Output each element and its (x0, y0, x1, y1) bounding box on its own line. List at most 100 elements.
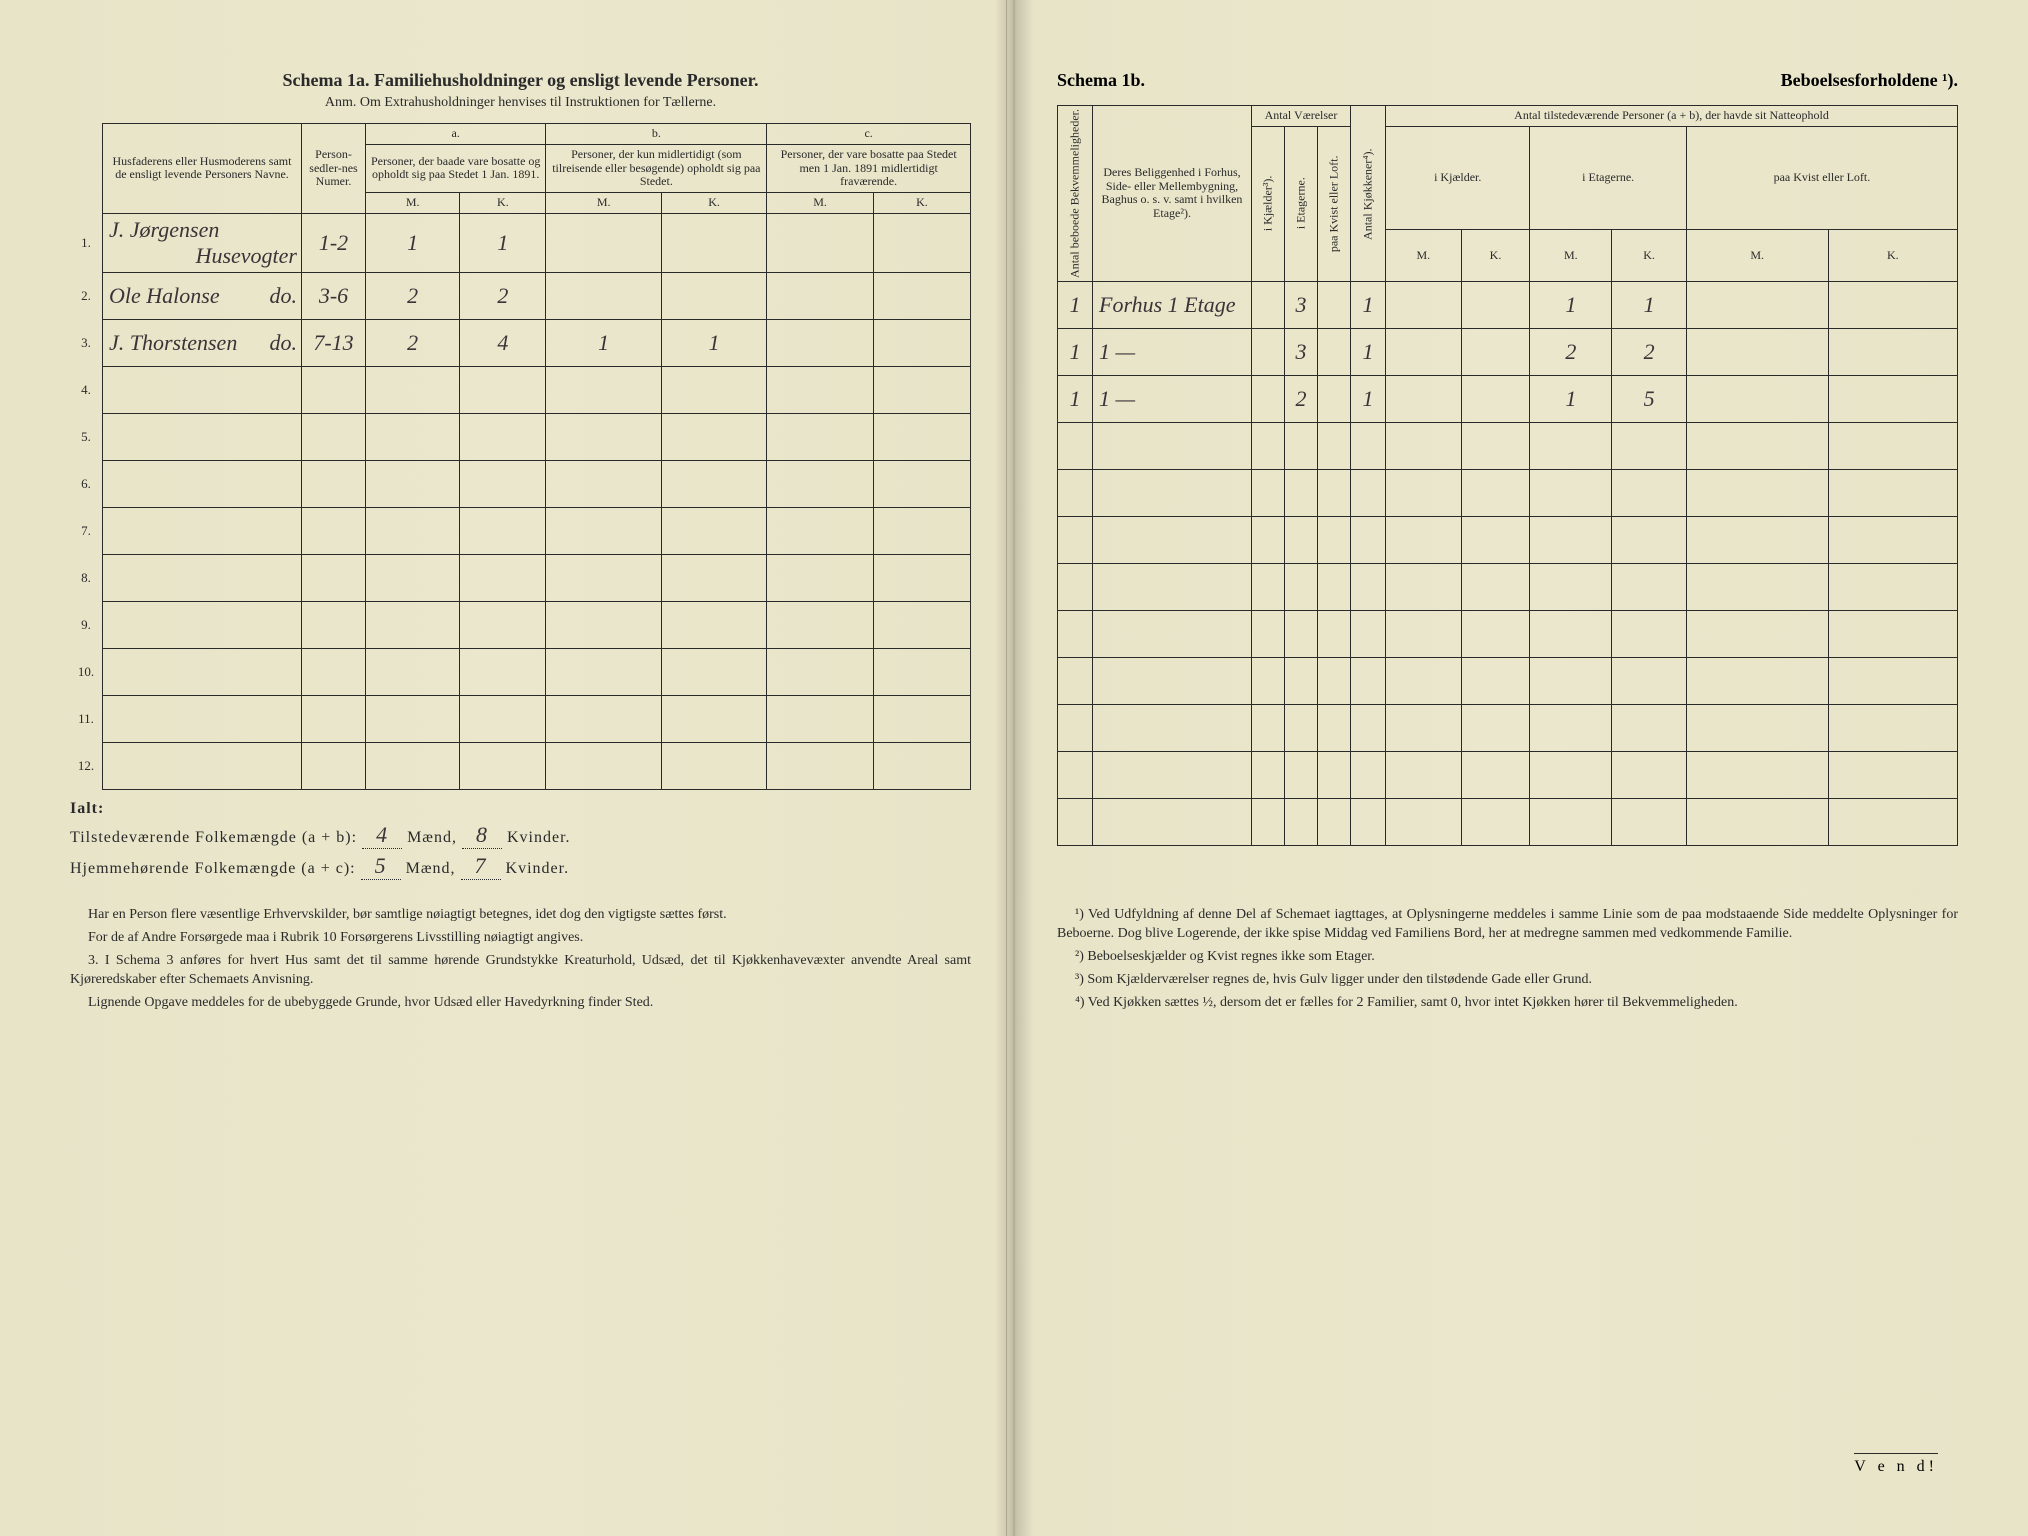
cell-ak: 1 (460, 213, 546, 272)
cell-bk (661, 554, 766, 601)
row-number: 6. (70, 460, 103, 507)
cell-pm (1686, 798, 1828, 845)
footnote-line: 3. I Schema 3 anføres for hvert Hus samt… (70, 952, 971, 990)
cell-cm (767, 460, 874, 507)
cell-kjokken (1351, 563, 1386, 610)
col-a-label: a. (366, 124, 546, 145)
row-number: 4. (70, 366, 103, 413)
col-ak: K. (460, 193, 546, 214)
cell-etage (1285, 516, 1318, 563)
cell-kk (1461, 328, 1530, 375)
cell-ck (873, 507, 970, 554)
cell-bekv (1058, 798, 1093, 845)
cell-bm (546, 742, 662, 789)
ialt-label: Ialt: (70, 800, 104, 817)
cell-belig (1093, 751, 1252, 798)
cell-em: 1 (1530, 375, 1612, 422)
cell-bm (546, 413, 662, 460)
col-ek: K. (1612, 230, 1687, 282)
cell-kjeld (1252, 375, 1285, 422)
cell-kjokken: 1 (1351, 328, 1386, 375)
cell-ak (460, 366, 546, 413)
col-bk: K. (661, 193, 766, 214)
cell-numer: 7-13 (302, 319, 366, 366)
cell-kjokken (1351, 657, 1386, 704)
cell-pm (1686, 281, 1828, 328)
cell-am (366, 366, 460, 413)
cell-am (366, 507, 460, 554)
cell-am: 2 (366, 319, 460, 366)
cell-belig: Forhus 1 Etage (1093, 281, 1252, 328)
footnote-line: ²) Beboelseskjælder og Kvist regnes ikke… (1057, 948, 1958, 967)
cell-kjokken: 1 (1351, 281, 1386, 328)
cell-kk (1461, 704, 1530, 751)
cell-kk (1461, 563, 1530, 610)
cell-em (1530, 798, 1612, 845)
cell-kk (1461, 657, 1530, 704)
row-number: 3. (70, 319, 103, 366)
cell-name (103, 648, 302, 695)
cell-pk (1828, 704, 1957, 751)
col-c-label: c. (767, 124, 971, 145)
total1-k: 8 (462, 822, 502, 849)
cell-kjeld (1252, 704, 1285, 751)
cell-ek (1612, 798, 1687, 845)
table-schema1a: Husfaderens eller Husmoderens samt de en… (70, 123, 971, 790)
cell-cm (767, 213, 874, 272)
col-c-text: Personer, der vare bosatte paa Stedet me… (767, 144, 971, 192)
cell-name (103, 507, 302, 554)
cell-kk (1461, 610, 1530, 657)
cell-ek (1612, 516, 1687, 563)
cell-cm (767, 554, 874, 601)
cell-am (366, 554, 460, 601)
cell-kk (1461, 469, 1530, 516)
cell-kvist (1318, 704, 1351, 751)
total2-m: 5 (361, 853, 401, 880)
cell-pk (1828, 798, 1957, 845)
cell-ck (873, 554, 970, 601)
cell-name (103, 413, 302, 460)
cell-bekv (1058, 422, 1093, 469)
cell-cm (767, 601, 874, 648)
footnote-line: For de af Andre Forsørgede maa i Rubrik … (70, 929, 971, 948)
cell-belig (1093, 610, 1252, 657)
cell-bekv (1058, 469, 1093, 516)
col-pm: M. (1686, 230, 1828, 282)
col-am: M. (366, 193, 460, 214)
footnote-line: ³) Som Kjælderværelser regnes de, hvis G… (1057, 971, 1958, 990)
cell-ck (873, 366, 970, 413)
cell-pk (1828, 281, 1957, 328)
row-number: 10. (70, 648, 103, 695)
total1-label: Tilstedeværende Folkemængde (a + b): (70, 829, 357, 846)
row-number: 2. (70, 272, 103, 319)
footnote-line: ⁴) Ved Kjøkken sættes ½, dersom det er f… (1057, 994, 1958, 1013)
cell-em (1530, 422, 1612, 469)
cell-pk (1828, 563, 1957, 610)
total2-label: Hjemmehørende Folkemængde (a + c): (70, 860, 356, 877)
footnote-line: Har en Person flere væsentlige Erhvervsk… (70, 906, 971, 925)
cell-bk (661, 648, 766, 695)
cell-belig (1093, 704, 1252, 751)
cell-cm (767, 507, 874, 554)
cell-bekv (1058, 704, 1093, 751)
cell-pk (1828, 751, 1957, 798)
total1-mlabel: Mænd, (407, 829, 457, 846)
table-row: 9. (70, 601, 971, 648)
cell-em (1530, 516, 1612, 563)
cell-name: Ole Halonsedo. (103, 272, 302, 319)
table-row: 11. (70, 695, 971, 742)
cell-am (366, 742, 460, 789)
table-row (1058, 798, 1958, 845)
cell-bekv (1058, 610, 1093, 657)
cell-ak: 2 (460, 272, 546, 319)
total1-klabel: Kvinder. (507, 829, 571, 846)
cell-belig (1093, 563, 1252, 610)
cell-ck (873, 648, 970, 695)
schema1a-subtitle: Anm. Om Extrahusholdninger henvises til … (70, 95, 971, 111)
cell-cm (767, 695, 874, 742)
cell-ek (1612, 657, 1687, 704)
cell-ck (873, 413, 970, 460)
cell-etage: 2 (1285, 375, 1318, 422)
cell-kjokken (1351, 798, 1386, 845)
cell-bekv: 1 (1058, 328, 1093, 375)
